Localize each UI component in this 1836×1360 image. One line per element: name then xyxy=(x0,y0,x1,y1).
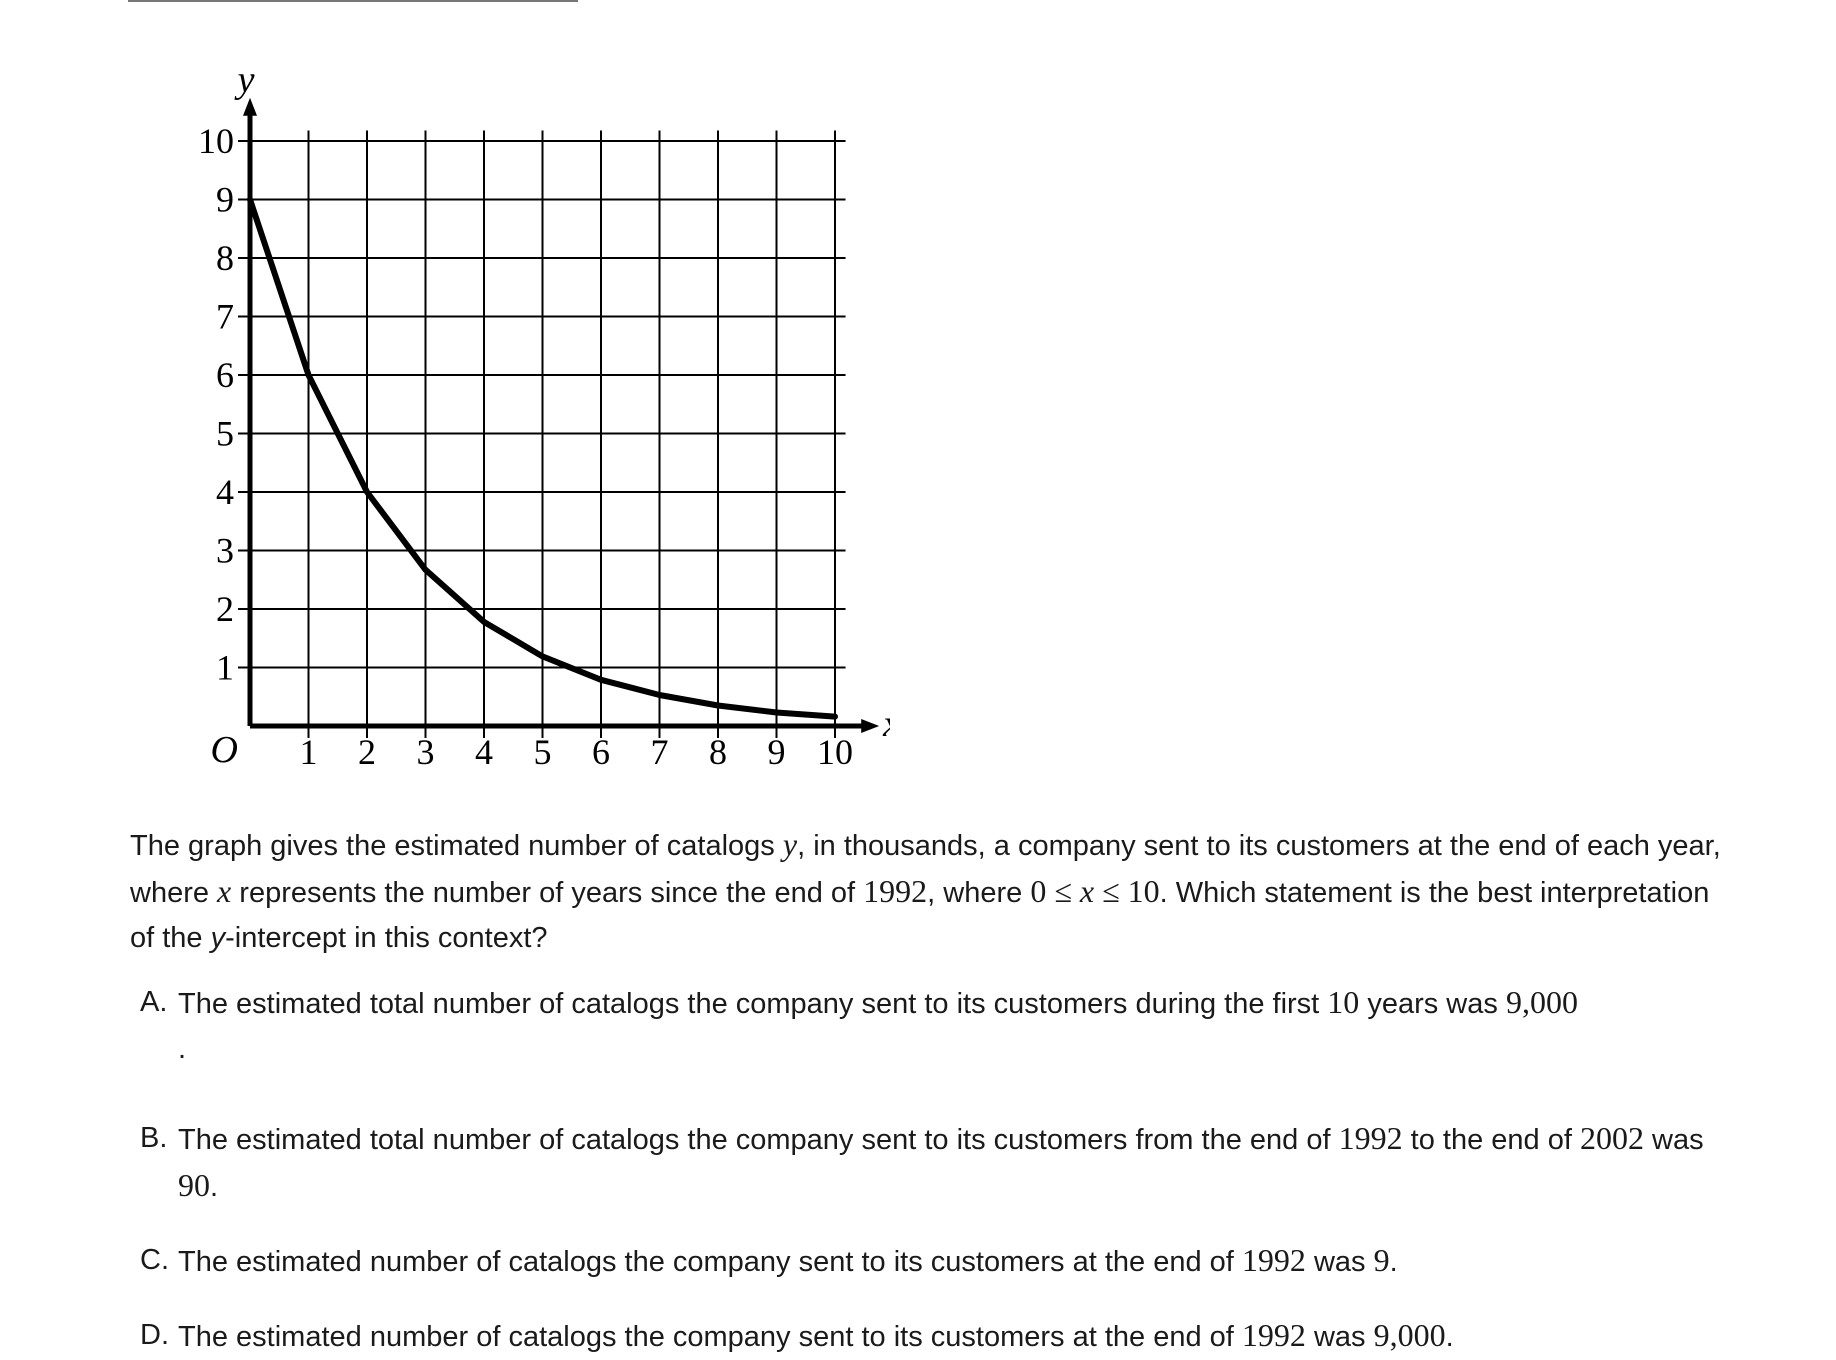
y-tick-label: 2 xyxy=(216,589,234,629)
y-axis-arrowhead xyxy=(243,97,257,116)
y-tick-label: 4 xyxy=(216,472,234,512)
x-tick-label: 9 xyxy=(768,732,786,772)
x-tick-label: 3 xyxy=(417,732,435,772)
catalogs-curve xyxy=(247,196,838,720)
top-divider xyxy=(128,0,578,2)
y-tick-label: 8 xyxy=(216,238,234,278)
y-tick-label: 10 xyxy=(198,121,234,161)
x-axis-label: x xyxy=(882,703,890,745)
x-tick-label: 8 xyxy=(709,732,727,772)
origin-label: O xyxy=(211,729,238,771)
choice-letter: A. xyxy=(140,986,168,1018)
choice-c[interactable]: C. The estimated number of catalogs the c… xyxy=(140,1238,1740,1285)
choice-d[interactable]: D. The estimated number of catalogs the c… xyxy=(140,1313,1740,1360)
x-tick-label: 5 xyxy=(534,732,552,772)
answer-choices: A. The estimated total number of catalogs… xyxy=(140,980,1740,1360)
y-tick-label: 1 xyxy=(216,648,234,688)
graph: 1234567891012345678910Oxy xyxy=(170,59,900,785)
x-tick-label: 1 xyxy=(300,732,318,772)
choice-letter: B. xyxy=(140,1122,168,1154)
y-tick-label: 5 xyxy=(216,414,234,454)
x-tick-label: 10 xyxy=(817,732,853,772)
y-tick-label: 9 xyxy=(216,180,234,220)
y-axis-label: y xyxy=(234,60,255,101)
x-axis-arrowhead xyxy=(861,719,880,733)
choice-a[interactable]: A. The estimated total number of catalogs… xyxy=(140,980,1740,1072)
y-tick-label: 6 xyxy=(216,355,234,395)
x-tick-label: 6 xyxy=(592,732,610,772)
y-tick-label: 7 xyxy=(216,297,234,337)
choice-letter: D. xyxy=(140,1319,169,1351)
x-tick-label: 2 xyxy=(358,732,376,772)
catalogs-graph: 1234567891012345678910Oxy xyxy=(198,59,900,772)
choice-b[interactable]: B. The estimated total number of catalogs… xyxy=(140,1116,1740,1210)
x-tick-label: 7 xyxy=(651,732,669,772)
choice-letter: C. xyxy=(140,1244,169,1276)
x-tick-label: 4 xyxy=(475,732,493,772)
y-tick-label: 3 xyxy=(216,531,234,571)
question-text: The graph gives the estimated number of … xyxy=(130,826,1721,954)
